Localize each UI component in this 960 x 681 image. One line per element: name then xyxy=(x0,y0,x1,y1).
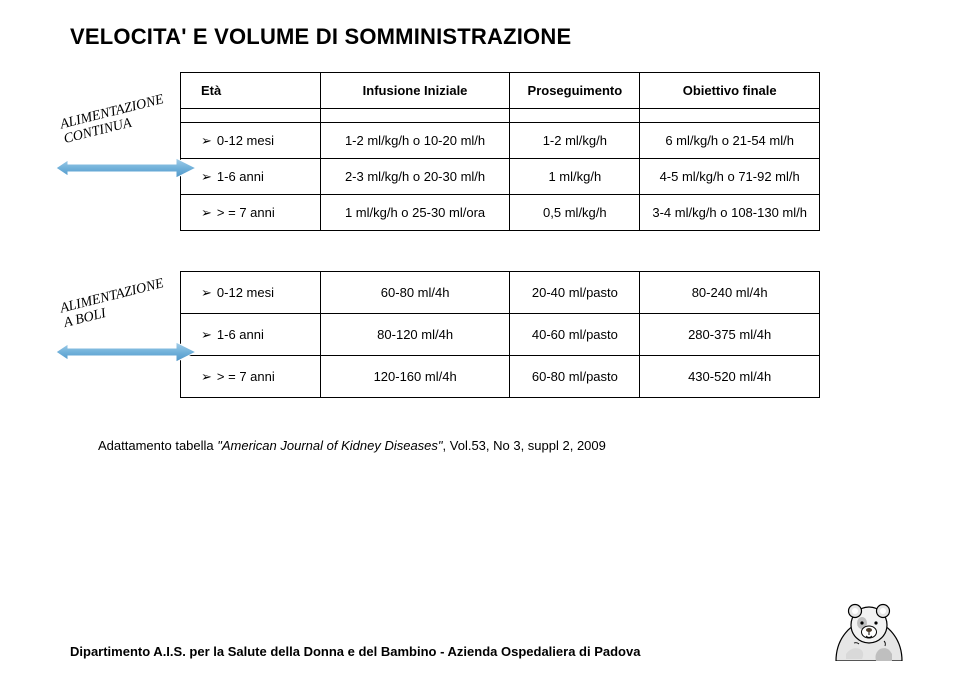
cell: 280-375 ml/4h xyxy=(640,314,820,356)
cell: 20-40 ml/pasto xyxy=(510,272,640,314)
cell: 40-60 ml/pasto xyxy=(510,314,640,356)
cell: 3-4 ml/kg/h o 108-130 ml/h xyxy=(640,195,820,231)
cell: 4-5 ml/kg/h o 71-92 ml/h xyxy=(640,159,820,195)
table-spacer xyxy=(181,109,820,123)
cell: 2-3 ml/kg/h o 20-30 ml/h xyxy=(320,159,510,195)
table-row: ➢ > = 7 anni 1 ml/kg/h o 25-30 ml/ora 0,5… xyxy=(181,195,820,231)
cell: 60-80 ml/4h xyxy=(320,272,510,314)
cell: 80-240 ml/4h xyxy=(640,272,820,314)
cell: 60-80 ml/pasto xyxy=(510,356,640,398)
table-row: ➢ 0-12 mesi 60-80 ml/4h 20-40 ml/pasto 80… xyxy=(181,272,820,314)
cell: 1-2 ml/kg/h xyxy=(510,123,640,159)
cell: 120-160 ml/4h xyxy=(320,356,510,398)
cell: 0,5 ml/kg/h xyxy=(510,195,640,231)
table-continuous: Età Infusione Iniziale Proseguimento Obi… xyxy=(180,72,820,231)
table-bolus: ➢ 0-12 mesi 60-80 ml/4h 20-40 ml/pasto 80… xyxy=(180,271,820,398)
citation: Adattamento tabella "American Journal of… xyxy=(98,438,890,453)
arrow-label-line1: ALIMENTAZIONE xyxy=(59,276,166,316)
cell: 80-120 ml/4h xyxy=(320,314,510,356)
arrow-bolus: ALIMENTAZIONE A BOLI xyxy=(48,338,198,366)
page-title: VELOCITA' E VOLUME DI SOMMINISTRAZIONE xyxy=(70,24,890,50)
footer: Dipartimento A.I.S. per la Salute della … xyxy=(70,644,640,659)
table-row: ➢ > = 7 anni 120-160 ml/4h 60-80 ml/pasto… xyxy=(181,356,820,398)
cell: 1-2 ml/kg/h o 10-20 ml/h xyxy=(320,123,510,159)
bullet-icon: ➢ xyxy=(201,205,212,220)
bullet-icon: ➢ xyxy=(201,369,212,384)
arrow-icon xyxy=(48,154,198,182)
bear-icon xyxy=(834,599,904,661)
th-initial: Infusione Iniziale xyxy=(320,73,510,109)
th-goal: Obiettivo finale xyxy=(640,73,820,109)
citation-prefix: Adattamento tabella xyxy=(98,438,217,453)
table-row: ➢ 0-12 mesi 1-2 ml/kg/h o 10-20 ml/h 1-2 … xyxy=(181,123,820,159)
table-header-row: Età Infusione Iniziale Proseguimento Obi… xyxy=(181,73,820,109)
th-age: Età xyxy=(181,73,321,109)
cell: 0-12 mesi xyxy=(217,133,274,148)
bullet-icon: ➢ xyxy=(201,285,212,300)
bullet-icon: ➢ xyxy=(201,169,212,184)
arrow-label-line2: A BOLI xyxy=(62,291,169,331)
cell: 1 ml/kg/h xyxy=(510,159,640,195)
citation-suffix: , Vol.53, No 3, suppl 2, 2009 xyxy=(443,438,606,453)
cell: > = 7 anni xyxy=(217,369,275,384)
cell: 430-520 ml/4h xyxy=(640,356,820,398)
cell: 0-12 mesi xyxy=(217,285,274,300)
cell: 6 ml/kg/h o 21-54 ml/h xyxy=(640,123,820,159)
arrow-continuous: ALIMENTAZIONE CONTINUA xyxy=(48,154,198,182)
cell: > = 7 anni xyxy=(217,205,275,220)
arrow-label-line1: ALIMENTAZIONE xyxy=(59,92,166,132)
th-continue: Proseguimento xyxy=(510,73,640,109)
cell: 1 ml/kg/h o 25-30 ml/ora xyxy=(320,195,510,231)
cell: 1-6 anni xyxy=(217,327,264,342)
cell: 1-6 anni xyxy=(217,169,264,184)
citation-italic: "American Journal of Kidney Diseases" xyxy=(217,438,442,453)
bullet-icon: ➢ xyxy=(201,133,212,148)
arrow-icon xyxy=(48,338,198,366)
arrow-label-line2: CONTINUA xyxy=(62,107,169,147)
table-row: ➢ 1-6 anni 80-120 ml/4h 40-60 ml/pasto 28… xyxy=(181,314,820,356)
table-row: ➢ 1-6 anni 2-3 ml/kg/h o 20-30 ml/h 1 ml/… xyxy=(181,159,820,195)
bullet-icon: ➢ xyxy=(201,327,212,342)
